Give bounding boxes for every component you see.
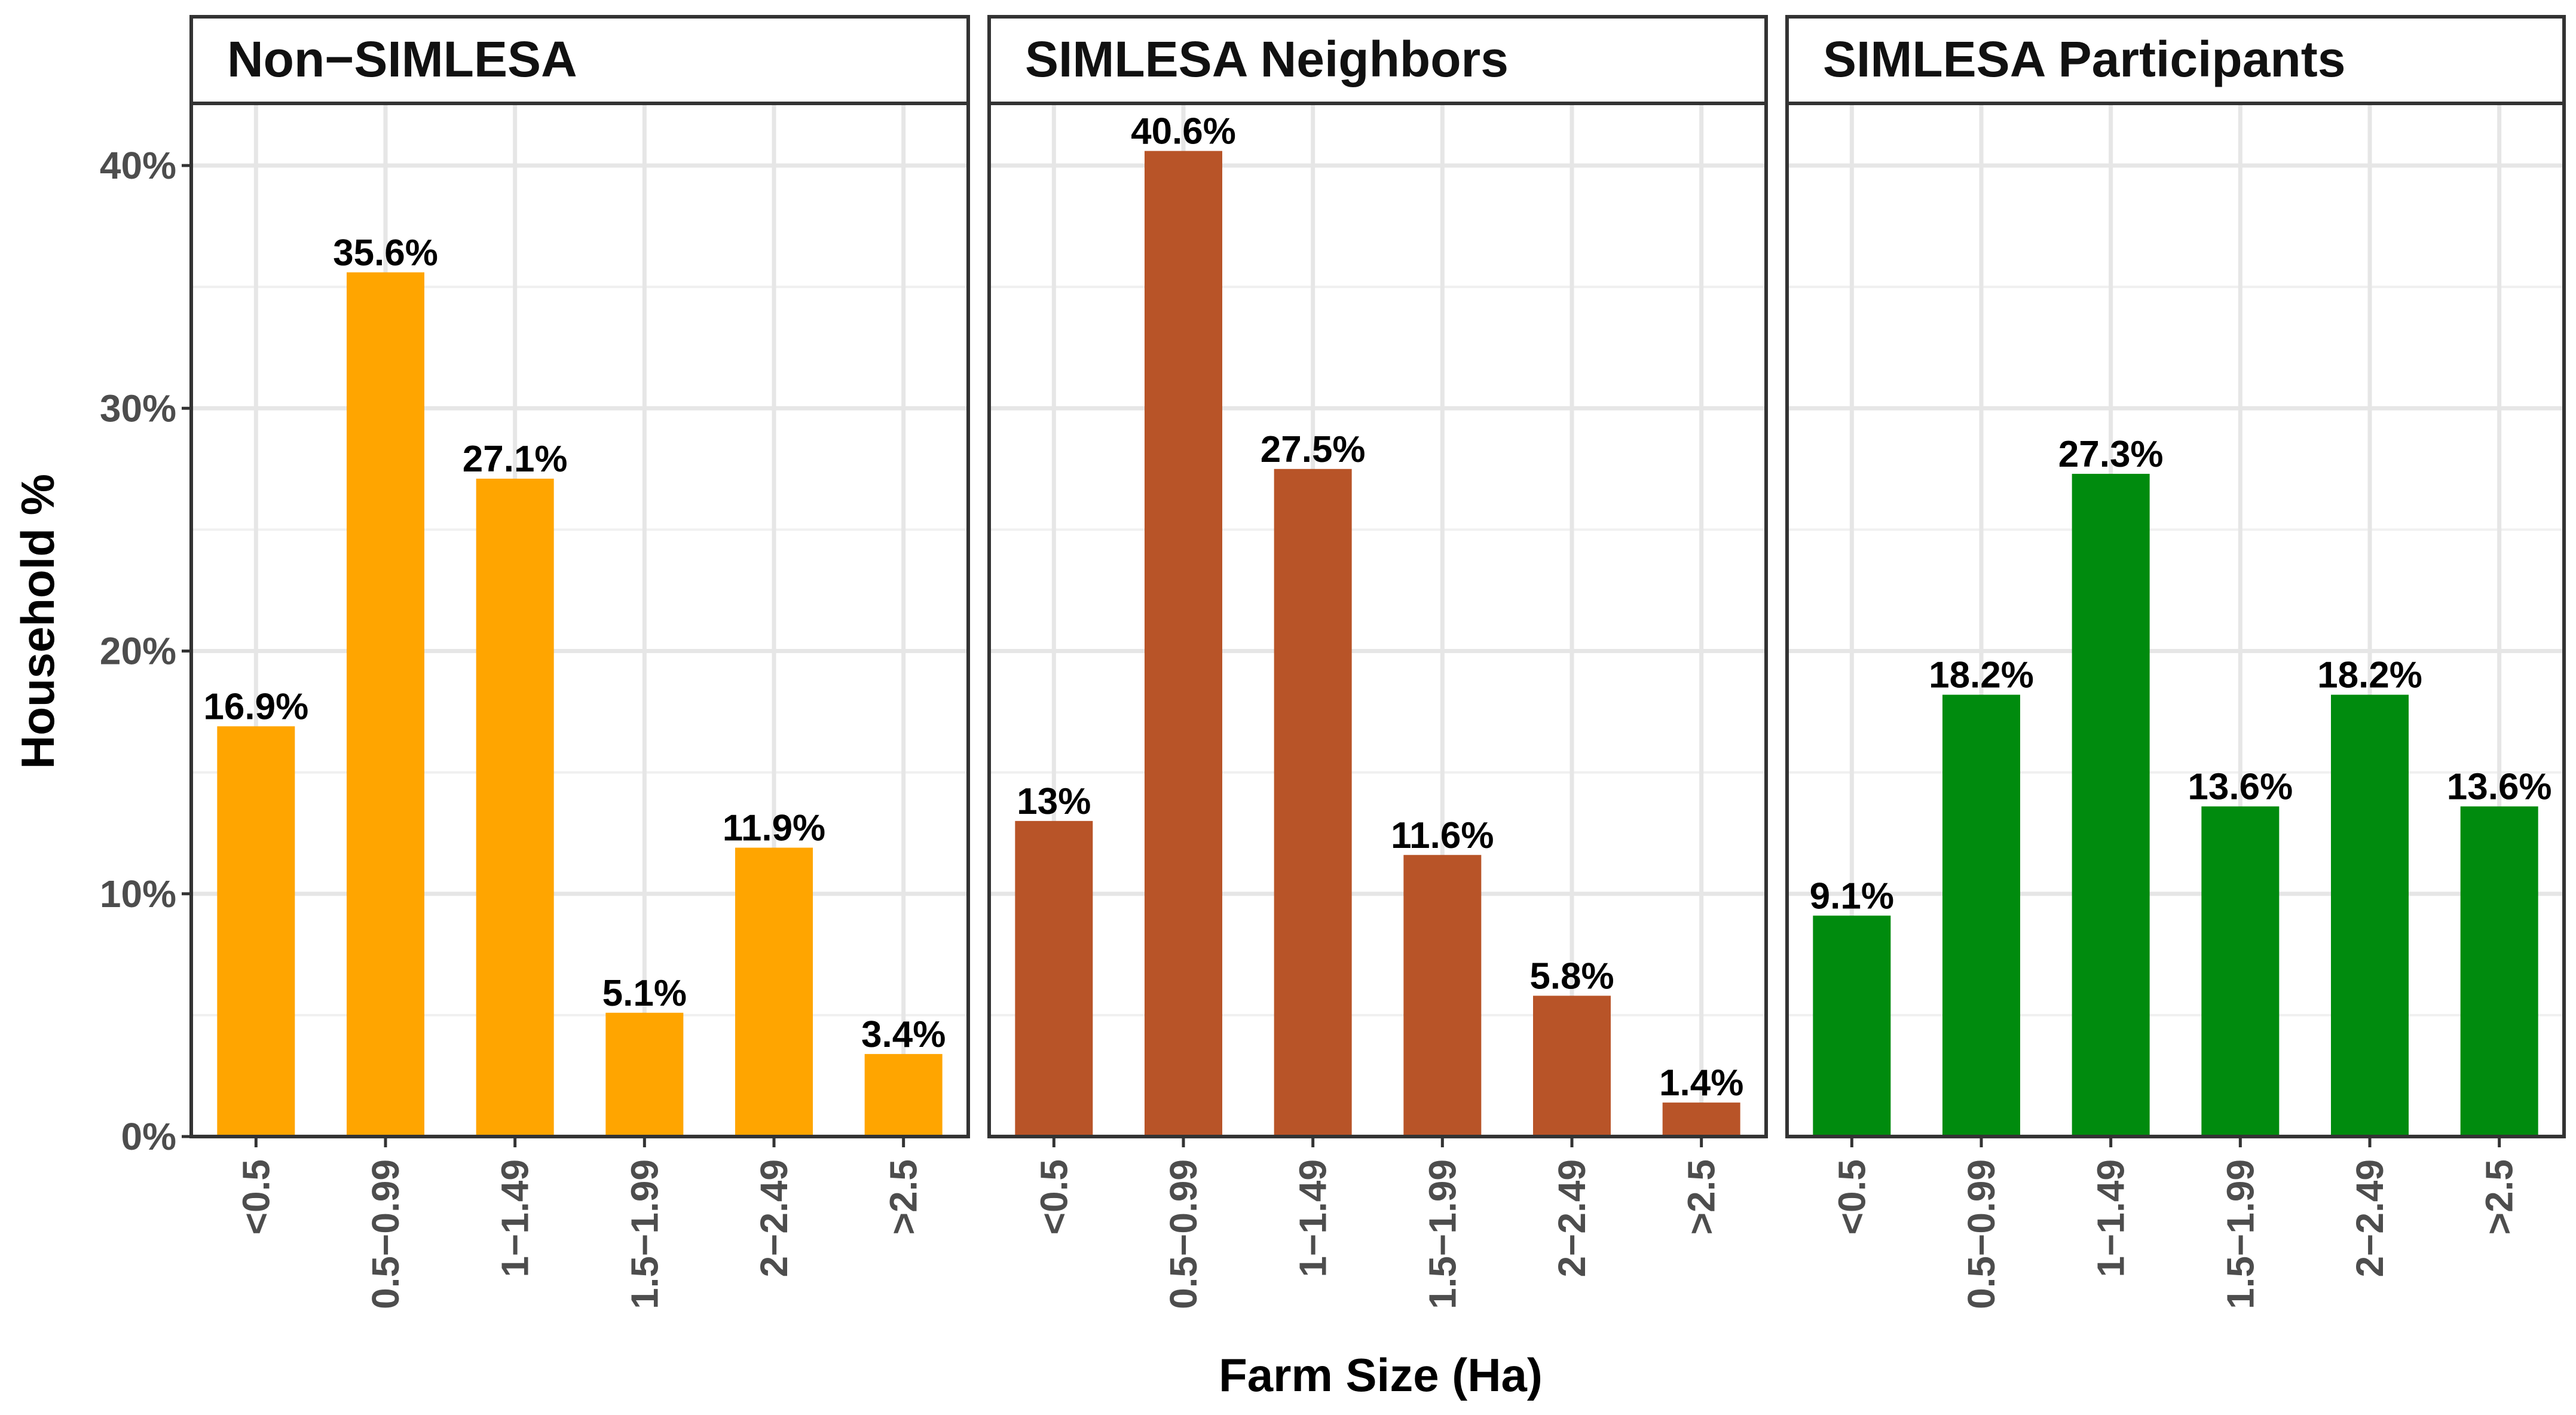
bar-1.5−1.99: [1403, 854, 1482, 1137]
x-tick-label: 1−1.49: [1292, 1159, 1335, 1278]
bar->2.5: [2460, 806, 2538, 1137]
x-tick-label: 1.5−1.99: [623, 1159, 666, 1309]
data-label: 18.2%: [2317, 655, 2422, 696]
data-label: 5.1%: [602, 973, 687, 1014]
bar-0.5−0.99: [1942, 694, 2020, 1137]
x-tick-label: >2.5: [2478, 1159, 2521, 1235]
bar-1−1.49: [476, 479, 554, 1137]
panel-background: [989, 103, 1766, 1137]
x-tick-label: 1−1.49: [494, 1159, 537, 1278]
x-tick-label: <0.5: [1830, 1159, 1873, 1235]
x-tick-label: <0.5: [234, 1159, 277, 1235]
x-tick-label: 2−2.49: [1550, 1159, 1593, 1278]
x-tick-label: 2−2.49: [752, 1159, 796, 1278]
data-label: 13.6%: [2188, 767, 2293, 808]
facet-title: SIMLESA Neighbors: [1025, 31, 1509, 87]
bar-0.5−0.99: [347, 272, 424, 1137]
x-tick-label: 2−2.49: [2348, 1159, 2391, 1278]
data-label: 1.4%: [1659, 1062, 1743, 1104]
facet-strip: [1785, 15, 2566, 105]
data-label: 3.4%: [861, 1014, 946, 1055]
bar-<0.5: [1015, 820, 1093, 1137]
panels-group: 16.9% 35.6% 27.1% 5.1% 11.9% 3.4% Non−SIMLESA <…: [189, 15, 2566, 1309]
bar-1−1.49: [1274, 468, 1352, 1137]
data-label: 13.6%: [2447, 767, 2552, 808]
bar-1.5−1.99: [605, 1012, 684, 1137]
data-label: 11.6%: [1391, 815, 1494, 856]
data-label: 11.9%: [723, 808, 825, 849]
data-label: 27.1%: [463, 439, 568, 480]
y-tick-label: 0%: [121, 1115, 177, 1158]
panel-2: 13% 40.6% 27.5% 11.6% 5.8% 1.4% SIMLESA Neighb…: [987, 15, 1768, 1309]
data-label: 27.5%: [1261, 429, 1366, 470]
panel-1: 16.9% 35.6% 27.1% 5.1% 11.9% 3.4% Non−SIMLESA <…: [189, 15, 970, 1309]
y-axis: 0% 10% 20% 30% 40%: [100, 144, 191, 1158]
bar-2−2.49: [1533, 996, 1611, 1137]
x-tick-label: 0.5−0.99: [364, 1159, 407, 1309]
data-label: 35.6%: [333, 232, 438, 274]
data-label: 5.8%: [1529, 955, 1614, 997]
data-label: 9.1%: [1810, 875, 1894, 917]
x-tick-label: >2.5: [1680, 1159, 1723, 1235]
bar-<0.5: [1813, 915, 1891, 1137]
bar-2−2.49: [2331, 694, 2409, 1137]
x-axis-title: Farm Size (Ha): [1219, 1349, 1543, 1401]
y-tick-label: 20%: [100, 630, 176, 673]
bar-1.5−1.99: [2201, 806, 2280, 1137]
x-tick-label: 0.5−0.99: [1960, 1159, 2003, 1309]
x-tick-label: 0.5−0.99: [1162, 1159, 1205, 1309]
facet-strip: [987, 15, 1768, 105]
data-label: 13%: [1017, 781, 1091, 822]
data-label: 40.6%: [1131, 111, 1236, 152]
x-tick-label: <0.5: [1032, 1159, 1075, 1235]
facet-title: Non−SIMLESA: [227, 31, 577, 87]
x-tick-label: 1−1.49: [2089, 1159, 2133, 1278]
bar->2.5: [1662, 1102, 1740, 1137]
bar-<0.5: [217, 726, 295, 1137]
x-tick-label: 1.5−1.99: [1421, 1159, 1464, 1309]
y-axis-title: Household %: [11, 474, 64, 769]
panel-background: [1787, 103, 2564, 1137]
bar-1−1.49: [2072, 473, 2150, 1137]
bar-0.5−0.99: [1145, 151, 1222, 1137]
panel-background: [191, 103, 968, 1137]
panel-3: 9.1% 18.2% 27.3% 13.6% 18.2% 13.6% SIMLESA Par…: [1785, 15, 2566, 1309]
x-tick-label: >2.5: [882, 1159, 925, 1235]
data-label: 27.3%: [2058, 434, 2164, 475]
y-tick-label: 40%: [100, 144, 176, 187]
y-tick-label: 30%: [100, 387, 176, 430]
bar->2.5: [864, 1053, 943, 1137]
facet-strip: [189, 15, 970, 105]
facet-title: SIMLESA Participants: [1823, 31, 2345, 87]
bar-2−2.49: [735, 847, 813, 1137]
x-tick-label: 1.5−1.99: [2219, 1159, 2262, 1309]
data-label: 16.9%: [203, 686, 308, 727]
y-tick-label: 10%: [100, 872, 176, 915]
data-label: 18.2%: [1929, 655, 2034, 696]
